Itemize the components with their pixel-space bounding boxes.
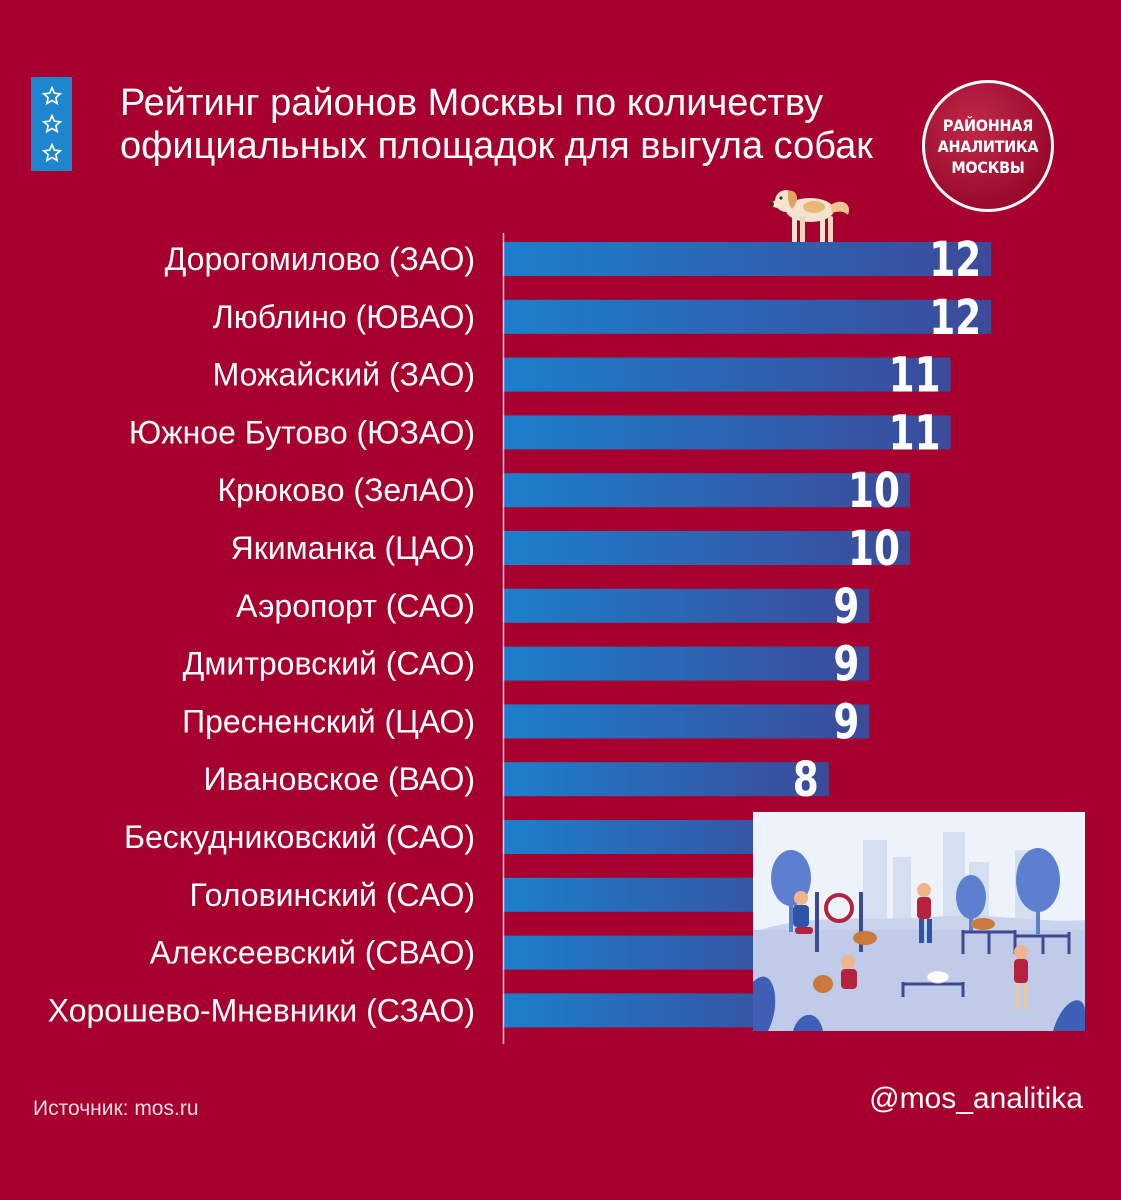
value-label: 12 [929,232,981,288]
logo-text: РАЙОННАЯ АНАЛИТИКА МОСКВЫ [937,115,1039,177]
value-label: 10 [848,463,900,519]
value-label: 9 [833,694,859,750]
value-label: 12 [929,290,981,346]
category-label: Пресненский (ЦАО) [182,703,475,739]
bar [504,357,951,392]
star-outline-icon [41,114,62,134]
title-line-2: официальных площадок для выгула собак [120,125,873,167]
category-label: Южное Бутово (ЮЗАО) [129,414,475,450]
category-label: Дмитровский (САО) [183,646,475,682]
value-label: 10 [848,521,900,577]
bar [504,704,870,739]
category-label: Ивановское (ВАО) [203,761,475,797]
star-outline-icon [41,85,62,105]
bar [504,762,829,797]
category-label: Дорогомилово (ЗАО) [165,241,475,277]
dog-park-illustration [753,812,1085,1031]
bar [504,588,870,623]
category-label: Аэропорт (САО) [236,588,475,624]
category-label: Алексеевский (СВАО) [150,935,475,971]
social-handle: @mos_analitika [869,1082,1083,1115]
star-outline-icon [41,142,62,162]
category-label: Люблино (ЮВАО) [213,299,475,335]
category-label: Головинский (САО) [189,877,475,913]
category-label: Хорошево-Мневники (СЗАО) [48,992,475,1028]
value-label: 9 [833,579,859,635]
category-label: Якиманка (ЦАО) [231,530,475,566]
value-label: 11 [889,405,941,461]
title-line-1: Рейтинг районов Москвы по количеству [120,82,824,124]
bar [504,242,992,276]
category-label: Можайский (ЗАО) [213,357,475,393]
brand-logo: РАЙОННАЯ АНАЛИТИКА МОСКВЫ [922,80,1054,212]
bar [504,415,951,450]
bar [504,531,910,565]
bar [504,299,992,334]
category-label: Крюково (ЗелАО) [218,472,476,508]
dog-icon [770,190,850,243]
value-label: 11 [889,348,941,404]
page-title: Рейтинг районов Москвы по количеству офи… [120,82,880,168]
value-label: 9 [833,637,859,693]
bar [504,646,870,681]
category-label: Бескудниковский (САО) [124,819,475,855]
bar [504,473,910,508]
source-note: Источник: mos.ru [33,1097,199,1120]
stars-badge [31,77,72,171]
value-label: 8 [793,752,819,808]
